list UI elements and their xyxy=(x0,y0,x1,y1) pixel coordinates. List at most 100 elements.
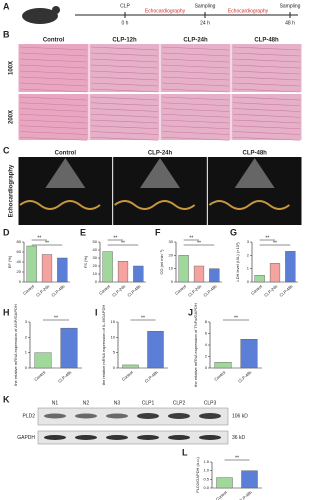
bar xyxy=(57,257,68,283)
fiber-texture xyxy=(19,88,88,93)
timeline-label: CLP xyxy=(120,3,130,9)
fiber-texture xyxy=(90,102,159,107)
fiber-texture xyxy=(90,119,159,124)
histology-image xyxy=(231,44,302,92)
y-tick-label: 0.5 xyxy=(203,476,209,481)
bar xyxy=(216,477,233,489)
bar xyxy=(209,268,220,283)
panel-letter: L xyxy=(182,447,188,457)
x-tick-label: CLP-48h xyxy=(50,284,65,298)
y-tick-label: 10 xyxy=(111,334,116,339)
bar xyxy=(133,265,144,283)
y-tick-label: 0 xyxy=(25,365,28,370)
y-tick-label: 10 xyxy=(169,266,174,271)
y-tick-label: 30 xyxy=(169,239,174,244)
fiber-texture xyxy=(90,82,159,87)
fiber-texture xyxy=(232,96,301,101)
fiber-texture xyxy=(19,46,88,51)
mmode-trace xyxy=(19,200,101,210)
column-header: CLP-24h xyxy=(148,151,173,157)
fiber-texture xyxy=(90,108,159,112)
fiber-texture xyxy=(19,131,88,135)
y-axis-label: the relative mRNA expression of TNFα/GAP… xyxy=(193,303,198,387)
timeline-label: 24 h xyxy=(200,20,210,26)
fiber-texture xyxy=(90,58,159,63)
y-axis-label: FS (%) xyxy=(83,255,88,268)
panel-letter: D xyxy=(3,227,10,237)
bar xyxy=(240,339,258,369)
y-tick-label: 4 xyxy=(205,342,208,347)
fiber-texture xyxy=(90,88,159,93)
sig-label: ** xyxy=(45,240,49,246)
size-label: 36 kD xyxy=(232,435,245,441)
row-label: 100X xyxy=(9,61,15,75)
x-tick-label: Control xyxy=(174,284,187,296)
panel-a: CLP 0 h Echocardiography Sampling 24 h E… xyxy=(22,3,301,26)
fiber-texture xyxy=(161,88,230,93)
x-tick-label: CLP-48h xyxy=(144,370,159,384)
fiber-texture xyxy=(232,58,301,63)
y-tick-label: 0 xyxy=(19,279,22,284)
panel-letter: A xyxy=(3,1,10,11)
y-tick-label: 80 xyxy=(17,239,22,244)
lane-label: CLP1 xyxy=(142,400,155,406)
fiber-texture xyxy=(19,70,88,75)
mmode-trace xyxy=(114,200,196,210)
panel-letter: F xyxy=(155,227,161,237)
y-tick-label: 0 xyxy=(247,279,250,284)
sig-label: ** xyxy=(265,235,269,241)
panel-letter: H xyxy=(3,307,10,317)
x-tick-label: CLP-48h xyxy=(237,370,252,384)
y-tick-label: 0.0 xyxy=(203,485,209,490)
bar xyxy=(285,251,296,283)
y-tick-label: 40 xyxy=(17,259,22,264)
fiber-texture xyxy=(232,88,301,93)
y-axis-label: LDH level (U/L) (×10³) xyxy=(235,242,240,282)
timeline-label: Sampling xyxy=(280,3,301,9)
y-tick-label: 3 xyxy=(247,239,250,244)
fiber-texture xyxy=(19,58,88,63)
fiber-texture xyxy=(161,125,230,130)
protein-label: GAPDH xyxy=(17,435,35,441)
fiber-texture xyxy=(161,96,230,101)
y-tick-label: 20 xyxy=(17,269,22,274)
fiber-texture xyxy=(232,52,301,57)
panel-letter: B xyxy=(3,29,10,39)
y-tick-label: 50 xyxy=(93,239,98,244)
panel-letter: C xyxy=(3,145,10,155)
y-tick-label: 0 xyxy=(171,279,174,284)
column-header: Control xyxy=(55,151,77,157)
fiber-texture xyxy=(232,119,301,124)
mouse-icon xyxy=(22,8,58,24)
bar xyxy=(60,327,78,369)
x-tick-label: Control xyxy=(250,284,263,296)
bar xyxy=(26,245,37,283)
sig-label: ** xyxy=(234,315,238,321)
bar xyxy=(269,263,281,283)
echo-cone xyxy=(234,158,275,188)
y-tick-label: 15 xyxy=(111,319,116,324)
fiber-texture xyxy=(232,113,301,118)
y-tick-label: 0 xyxy=(205,365,208,370)
mmode-trace xyxy=(208,200,290,210)
x-tick-label: CLP-48h xyxy=(238,490,253,500)
y-tick-label: 10 xyxy=(93,271,98,276)
panel-k: PLD2 GAPDH 106 kD 36 kD xyxy=(17,407,248,445)
fiber-texture xyxy=(161,64,230,69)
fiber-texture xyxy=(232,70,301,75)
x-tick-label: CLP-24h xyxy=(187,284,202,298)
fiber-texture xyxy=(90,64,159,69)
bar xyxy=(254,275,265,283)
figure: CLP 0 h Echocardiography Sampling 24 h E… xyxy=(3,1,302,500)
column-header: CLP-12h xyxy=(112,38,137,44)
y-tick-label: 0 xyxy=(113,365,116,370)
histology-image xyxy=(18,44,89,92)
fiber-texture xyxy=(90,131,159,135)
lane-label: N3 xyxy=(114,400,121,406)
lane-label: N1 xyxy=(52,400,59,406)
y-tick-label: 5 xyxy=(113,350,116,355)
y-tick-label: 0 xyxy=(95,279,98,284)
y-tick-label: 3 xyxy=(25,319,28,324)
timeline-label: 0 h xyxy=(122,20,129,26)
